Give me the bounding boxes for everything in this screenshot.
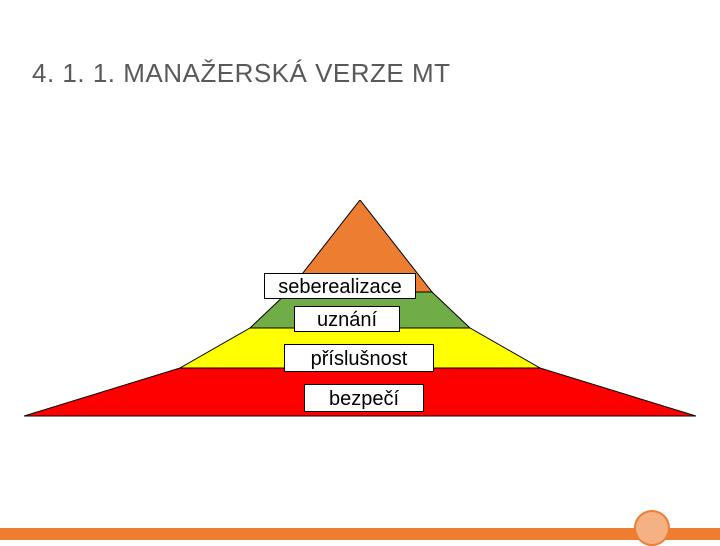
page-title: 4. 1. 1. MANAŽERSKÁ VERZE MT — [32, 58, 451, 89]
pyramid-level-label: bezpečí — [304, 384, 424, 412]
pyramid-level-label: seberealizace — [264, 273, 416, 299]
accent-circle-icon — [634, 510, 670, 546]
bottom-accent-bar — [0, 528, 720, 540]
pyramid-level-label: uznání — [294, 306, 400, 332]
pyramid-level-label: příslušnost — [284, 344, 434, 372]
